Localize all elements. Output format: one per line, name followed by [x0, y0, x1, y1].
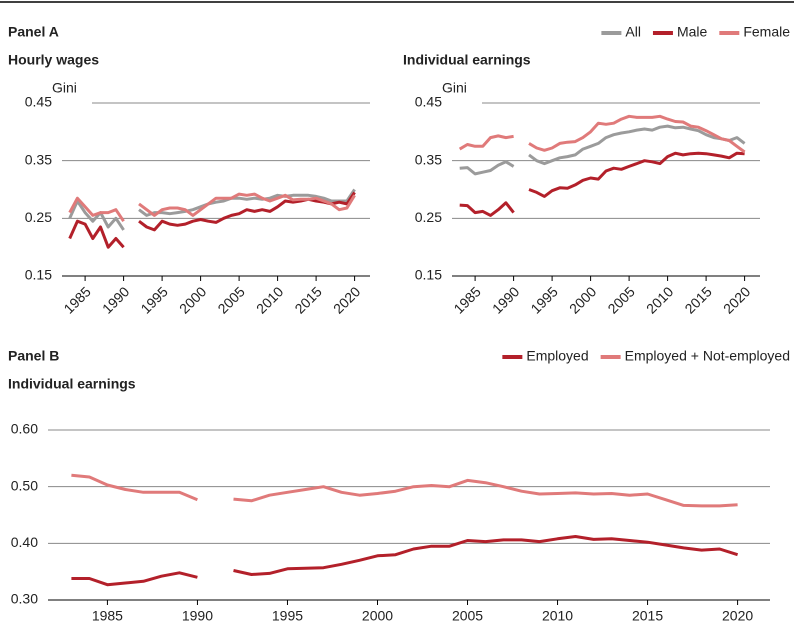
x-tick-label: 2020 — [720, 283, 753, 316]
x-tick-label: 1990 — [489, 283, 522, 316]
y-tick-label: 0.30 — [11, 591, 38, 607]
y-tick-label: 0.25 — [415, 209, 442, 225]
panel-label: Panel B — [8, 348, 59, 364]
chart-title: Individual earnings — [403, 52, 531, 68]
x-tick-label: 2005 — [452, 608, 483, 624]
x-tick-label: 1985 — [60, 283, 93, 316]
legend-label: Female — [743, 24, 790, 40]
x-tick-label: 2015 — [681, 283, 714, 316]
x-tick-label: 1985 — [450, 283, 483, 316]
series-line — [71, 535, 739, 587]
y-tick-label: 0.35 — [415, 151, 442, 167]
series-line — [458, 114, 746, 154]
x-tick-label: 2015 — [632, 608, 663, 624]
series-line — [68, 188, 356, 231]
y-axis-label: Gini — [52, 80, 77, 96]
x-tick-label: 2005 — [604, 283, 637, 316]
x-tick-label: 2020 — [330, 283, 363, 316]
y-axis-label: Gini — [442, 80, 467, 96]
x-tick-label: 1995 — [137, 283, 170, 316]
x-tick-label: 1995 — [272, 608, 303, 624]
legend-label: Employed + Not-employed — [625, 348, 790, 364]
legend-label: Male — [677, 24, 708, 40]
chart-title: Hourly wages — [8, 52, 99, 68]
y-tick-label: 0.60 — [11, 421, 38, 437]
x-tick-label: 2005 — [214, 283, 247, 316]
x-tick-label: 2010 — [542, 608, 573, 624]
x-tick-label: 2015 — [291, 283, 324, 316]
legend-label: All — [625, 24, 641, 40]
series-line — [71, 473, 738, 508]
x-tick-label: 1990 — [182, 608, 213, 624]
panel-label: Panel A — [8, 24, 59, 40]
y-tick-label: 0.45 — [415, 94, 442, 110]
y-tick-label: 0.50 — [11, 477, 38, 493]
series-line — [68, 191, 356, 249]
y-tick-label: 0.15 — [25, 267, 52, 283]
x-tick-label: 2010 — [643, 283, 676, 316]
x-tick-label: 1995 — [527, 283, 560, 316]
series-line — [459, 151, 745, 217]
x-tick-label: 1990 — [99, 283, 132, 316]
series-line — [459, 124, 746, 176]
y-tick-label: 0.25 — [25, 209, 52, 225]
series-line — [68, 192, 356, 223]
y-tick-label: 0.35 — [25, 151, 52, 167]
x-tick-label: 2000 — [362, 608, 393, 624]
y-tick-label: 0.45 — [25, 94, 52, 110]
x-tick-label: 2000 — [176, 283, 209, 316]
chart-title: Individual earnings — [8, 376, 136, 392]
x-tick-label: 2000 — [566, 283, 599, 316]
x-tick-label: 2010 — [253, 283, 286, 316]
legend-label: Employed — [526, 348, 588, 364]
x-tick-label: 2020 — [722, 608, 753, 624]
x-tick-label: 1985 — [92, 608, 123, 624]
y-tick-label: 0.40 — [11, 534, 38, 550]
y-tick-label: 0.15 — [415, 267, 442, 283]
